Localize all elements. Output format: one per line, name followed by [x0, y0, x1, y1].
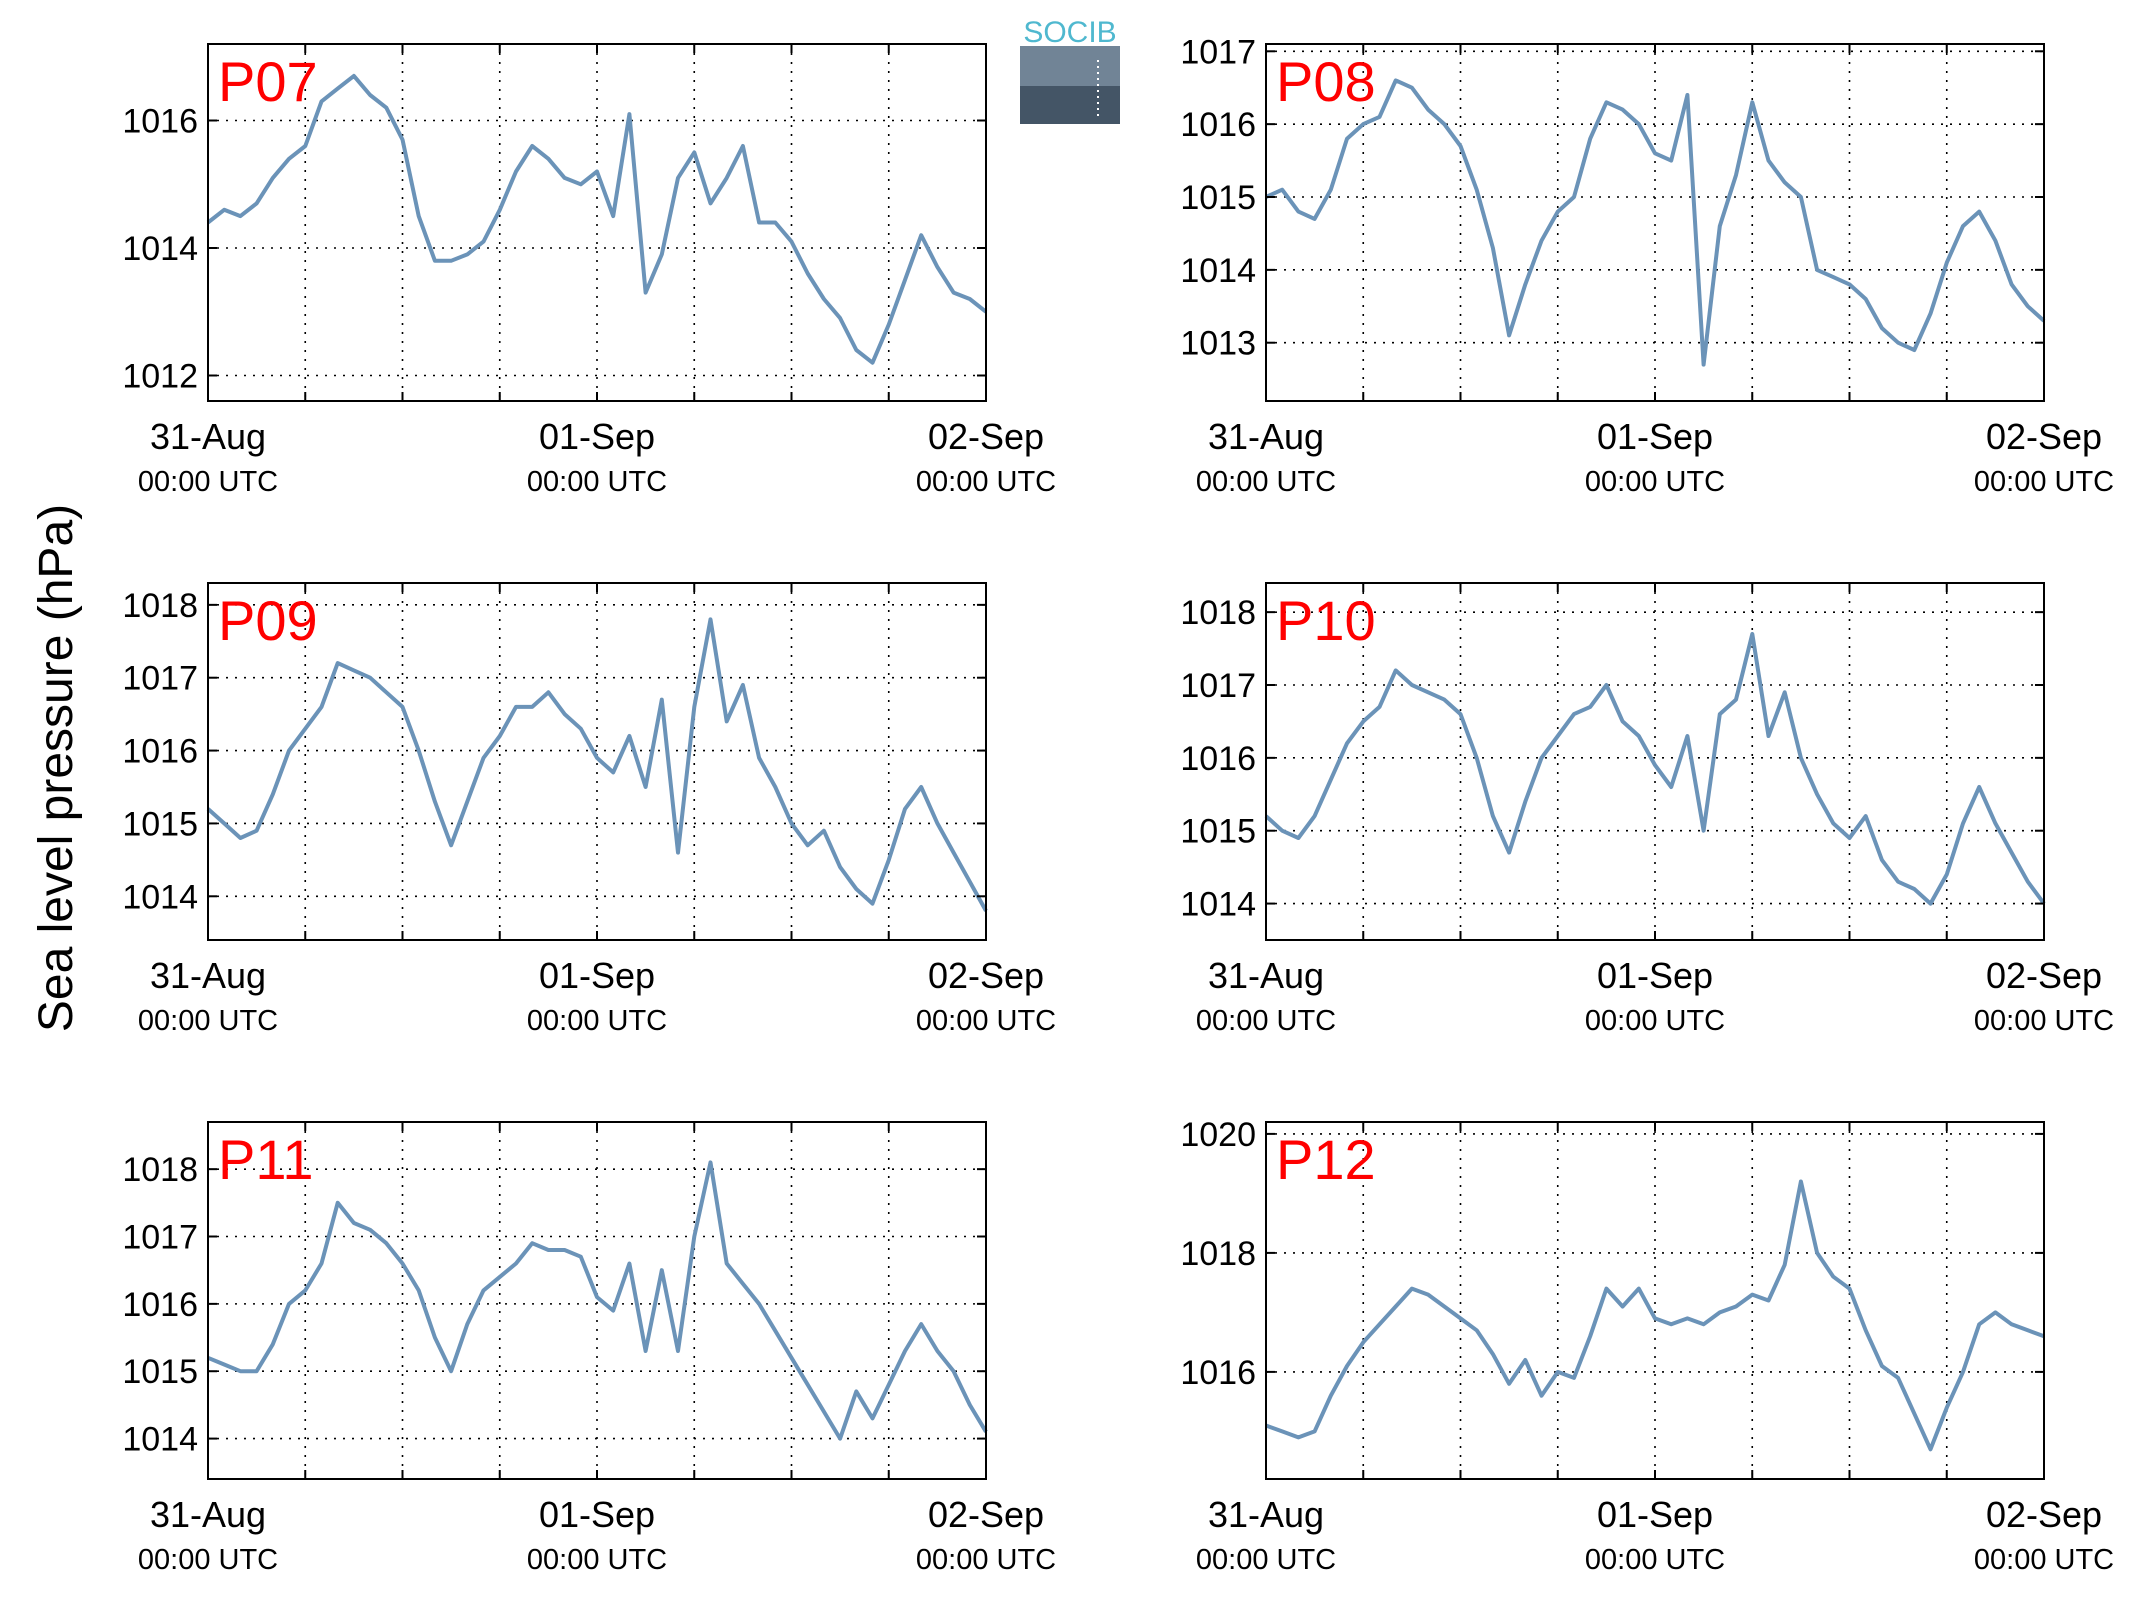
x-tick-sublabel: 00:00 UTC: [1196, 466, 1336, 498]
y-tick-label: 1013: [1180, 325, 1256, 363]
y-tick-label: 1017: [122, 1219, 198, 1257]
x-tick-label: 01-Sep: [1597, 955, 1713, 996]
x-tick-label: 31-Aug: [1208, 1494, 1324, 1535]
panel-p11: 1014 1015 1016 1017 1018 31-Aug 00:00 UTC 01-Se…: [122, 1121, 1056, 1576]
x-tick-sublabel: 00:00 UTC: [1974, 1544, 2114, 1576]
x-tick-sublabel: 00:00 UTC: [916, 1544, 1056, 1576]
x-tick-label: 02-Sep: [928, 1494, 1044, 1535]
plot-area: [1266, 1122, 2044, 1479]
x-tick-sublabel: 00:00 UTC: [916, 1005, 1056, 1037]
panel-label: P12: [1276, 1128, 1376, 1191]
x-tick-label: 01-Sep: [1597, 1494, 1713, 1535]
y-tick-label: 1018: [122, 1151, 198, 1189]
y-tick-label: 1015: [1180, 813, 1256, 851]
y-tick-label: 1016: [1180, 106, 1256, 144]
y-tick-label: 1014: [122, 878, 198, 916]
panel-p09: 1014 1015 1016 1017 1018 31-Aug 00:00 UTC 01-Se…: [122, 582, 1056, 1037]
y-tick-label: 1015: [1180, 179, 1256, 217]
plot-area: [208, 1122, 986, 1479]
y-tick-label: 1012: [122, 358, 198, 396]
panel-p07: 1012 1014 1016 31-Aug 00:00 UTC 01-Sep 00:00 U…: [122, 43, 1056, 498]
socib-logo: SOCIB: [1020, 16, 1120, 124]
x-tick-sublabel: 00:00 UTC: [1585, 1005, 1725, 1037]
y-tick-label: 1014: [122, 1421, 198, 1459]
y-tick-label: 1016: [122, 103, 198, 141]
panel-p12: 1016 1018 1020 31-Aug 00:00 UTC 01-Sep 00:00 U…: [1180, 1116, 2114, 1576]
y-tick-label: 1014: [1180, 252, 1256, 290]
x-tick-label: 02-Sep: [928, 955, 1044, 996]
y-tick-label: 1016: [1180, 740, 1256, 778]
x-tick-label: 02-Sep: [1986, 1494, 2102, 1535]
x-tick-sublabel: 00:00 UTC: [138, 1544, 278, 1576]
series-line: [207, 1160, 988, 1441]
y-tick-label: 1016: [1180, 1354, 1256, 1392]
y-axis-label: Sea level pressure (hPa): [30, 504, 83, 1032]
panel-label: P10: [1276, 589, 1376, 652]
y-tick-label: 1016: [122, 733, 198, 771]
x-tick-sublabel: 00:00 UTC: [527, 1544, 667, 1576]
series-line: [206, 73, 988, 365]
y-tick-label: 1014: [122, 230, 198, 268]
x-tick-sublabel: 00:00 UTC: [1974, 466, 2114, 498]
x-tick-sublabel: 00:00 UTC: [138, 466, 278, 498]
panel-label: P11: [218, 1128, 313, 1191]
plot-area: [208, 583, 986, 940]
x-tick-sublabel: 00:00 UTC: [1585, 466, 1725, 498]
x-tick-label: 01-Sep: [539, 955, 655, 996]
series-line: [206, 617, 988, 912]
x-tick-sublabel: 00:00 UTC: [138, 1005, 278, 1037]
x-tick-label: 31-Aug: [1208, 955, 1324, 996]
y-tick-label: 1020: [1180, 1116, 1256, 1154]
x-tick-label: 01-Sep: [539, 416, 655, 457]
x-tick-label: 31-Aug: [1208, 416, 1324, 457]
y-tick-label: 1018: [1180, 594, 1256, 632]
y-tick-label: 1017: [1180, 667, 1256, 705]
series-line: [1265, 1179, 2045, 1452]
series-line: [1265, 78, 2046, 367]
x-tick-sublabel: 00:00 UTC: [527, 1005, 667, 1037]
panel-label: P09: [218, 589, 318, 652]
y-tick-label: 1018: [1180, 1235, 1256, 1273]
series-line: [1264, 632, 2046, 906]
y-tick-label: 1014: [1180, 886, 1256, 924]
x-tick-sublabel: 00:00 UTC: [916, 466, 1056, 498]
x-tick-label: 02-Sep: [1986, 955, 2102, 996]
panel-label: P08: [1276, 50, 1376, 113]
x-tick-label: 02-Sep: [1986, 416, 2102, 457]
x-tick-sublabel: 00:00 UTC: [1196, 1544, 1336, 1576]
x-tick-label: 31-Aug: [150, 1494, 266, 1535]
x-tick-sublabel: 00:00 UTC: [1585, 1544, 1725, 1576]
x-tick-sublabel: 00:00 UTC: [527, 466, 667, 498]
y-tick-label: 1016: [122, 1286, 198, 1324]
socib-logo-text: SOCIB: [1023, 16, 1116, 49]
panels: 1012 1014 1016 31-Aug 00:00 UTC 01-Sep 00:00 U…: [122, 33, 2114, 1576]
x-tick-label: 01-Sep: [539, 1494, 655, 1535]
panel-p08: 1013 1014 1015 1016 1017 31-Aug 00:00 UTC 01-Se…: [1180, 33, 2114, 498]
panel-label: P07: [218, 50, 318, 113]
x-tick-sublabel: 00:00 UTC: [1974, 1005, 2114, 1037]
x-tick-label: 01-Sep: [1597, 416, 1713, 457]
x-tick-label: 02-Sep: [928, 416, 1044, 457]
y-tick-label: 1017: [1180, 33, 1256, 71]
y-tick-label: 1017: [122, 660, 198, 698]
x-tick-sublabel: 00:00 UTC: [1196, 1005, 1336, 1037]
x-tick-label: 31-Aug: [150, 955, 266, 996]
x-tick-label: 31-Aug: [150, 416, 266, 457]
y-tick-label: 1018: [122, 587, 198, 625]
plot-area: [1266, 44, 2044, 401]
y-tick-label: 1015: [122, 805, 198, 843]
y-tick-label: 1015: [122, 1353, 198, 1391]
panel-p10: 1014 1015 1016 1017 1018 31-Aug 00:00 UTC 01-Se…: [1180, 582, 2114, 1037]
